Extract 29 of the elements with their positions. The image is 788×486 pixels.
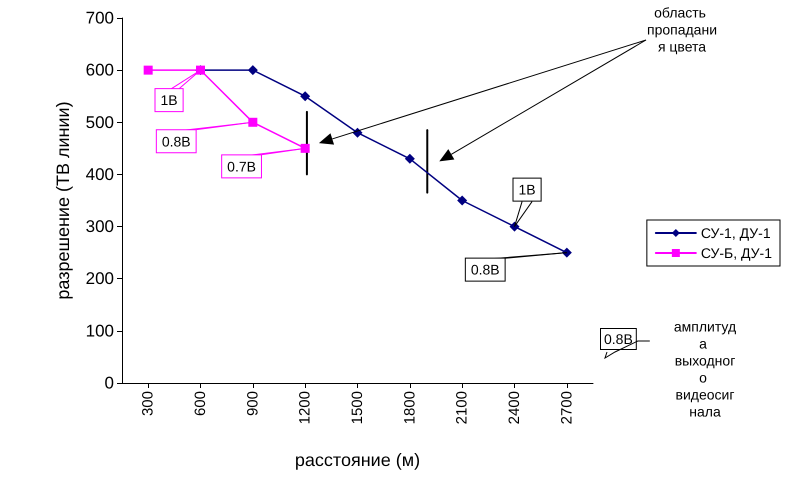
annotation: 0.8В: [162, 133, 191, 150]
x-tick-label: 600: [192, 391, 209, 416]
text: 0.8В: [604, 331, 633, 347]
annotation: 1В: [518, 182, 536, 198]
annotation: 0.7В: [227, 158, 256, 174]
x-tick-label: 2400: [506, 391, 523, 424]
x-tick-label: 900: [244, 391, 262, 416]
legend-label: СУ-Б, ДУ-1: [700, 245, 772, 261]
x-tick-label: 1800: [401, 391, 418, 424]
y-tick-label: 600: [86, 60, 114, 80]
y-tick-label: 100: [86, 321, 114, 340]
y-tick-label: 500: [86, 112, 114, 132]
y-tick-label: 0: [104, 374, 114, 392]
text: амплитуда выходного видеосигнала: [674, 318, 736, 420]
x-tick-label: 2700: [558, 391, 576, 424]
legend-label: СУ-1, ДУ-1: [700, 225, 771, 241]
x-tick-label: 2100: [454, 391, 471, 424]
annotation: 1В: [160, 92, 178, 108]
y-axis-title: разрешение (ТВ линии): [53, 101, 73, 300]
x-tick-label: 1500: [349, 391, 366, 424]
y-tick-label: 400: [86, 164, 114, 184]
x-tick-label: 1200: [296, 391, 314, 424]
y-tick-label: 300: [86, 217, 114, 236]
x-axis-title: расстояние (м): [294, 450, 420, 470]
y-tick-label: 700: [86, 8, 114, 28]
annotation: 0.8В: [470, 262, 500, 278]
y-tick-label: 200: [86, 269, 114, 288]
text: область пропадания цвета: [646, 4, 718, 54]
x-tick-label: 300: [140, 391, 157, 416]
